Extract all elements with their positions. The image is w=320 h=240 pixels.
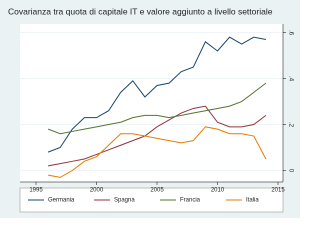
series-line — [47, 82, 267, 135]
y-tick-label: .4 — [287, 76, 293, 82]
x-tick-label: 2000 — [90, 188, 104, 194]
legend-label: Spagna — [114, 198, 135, 204]
x-tick-label: 1995 — [29, 188, 43, 194]
series-line — [48, 105, 267, 167]
legend-label: Francia — [180, 198, 201, 204]
plot-area — [20, 24, 283, 182]
y-tick-label: .6 — [287, 30, 293, 36]
chart-title: Covarianza tra quota di capitale IT e va… — [8, 6, 273, 16]
x-tick-label: 2015 — [271, 188, 285, 194]
legend-label: Italia — [246, 198, 259, 204]
x-tick-label: 2010 — [211, 188, 225, 194]
x-tick-label: 2005 — [150, 188, 164, 194]
chart: Covarianza tra quota di capitale IT e va… — [0, 0, 300, 218]
series-line — [47, 36, 266, 153]
y-tick-label: .2 — [287, 122, 293, 128]
series-line — [48, 126, 267, 178]
legend-label: Germania — [48, 198, 75, 204]
y-tick-label: 0 — [287, 169, 293, 173]
